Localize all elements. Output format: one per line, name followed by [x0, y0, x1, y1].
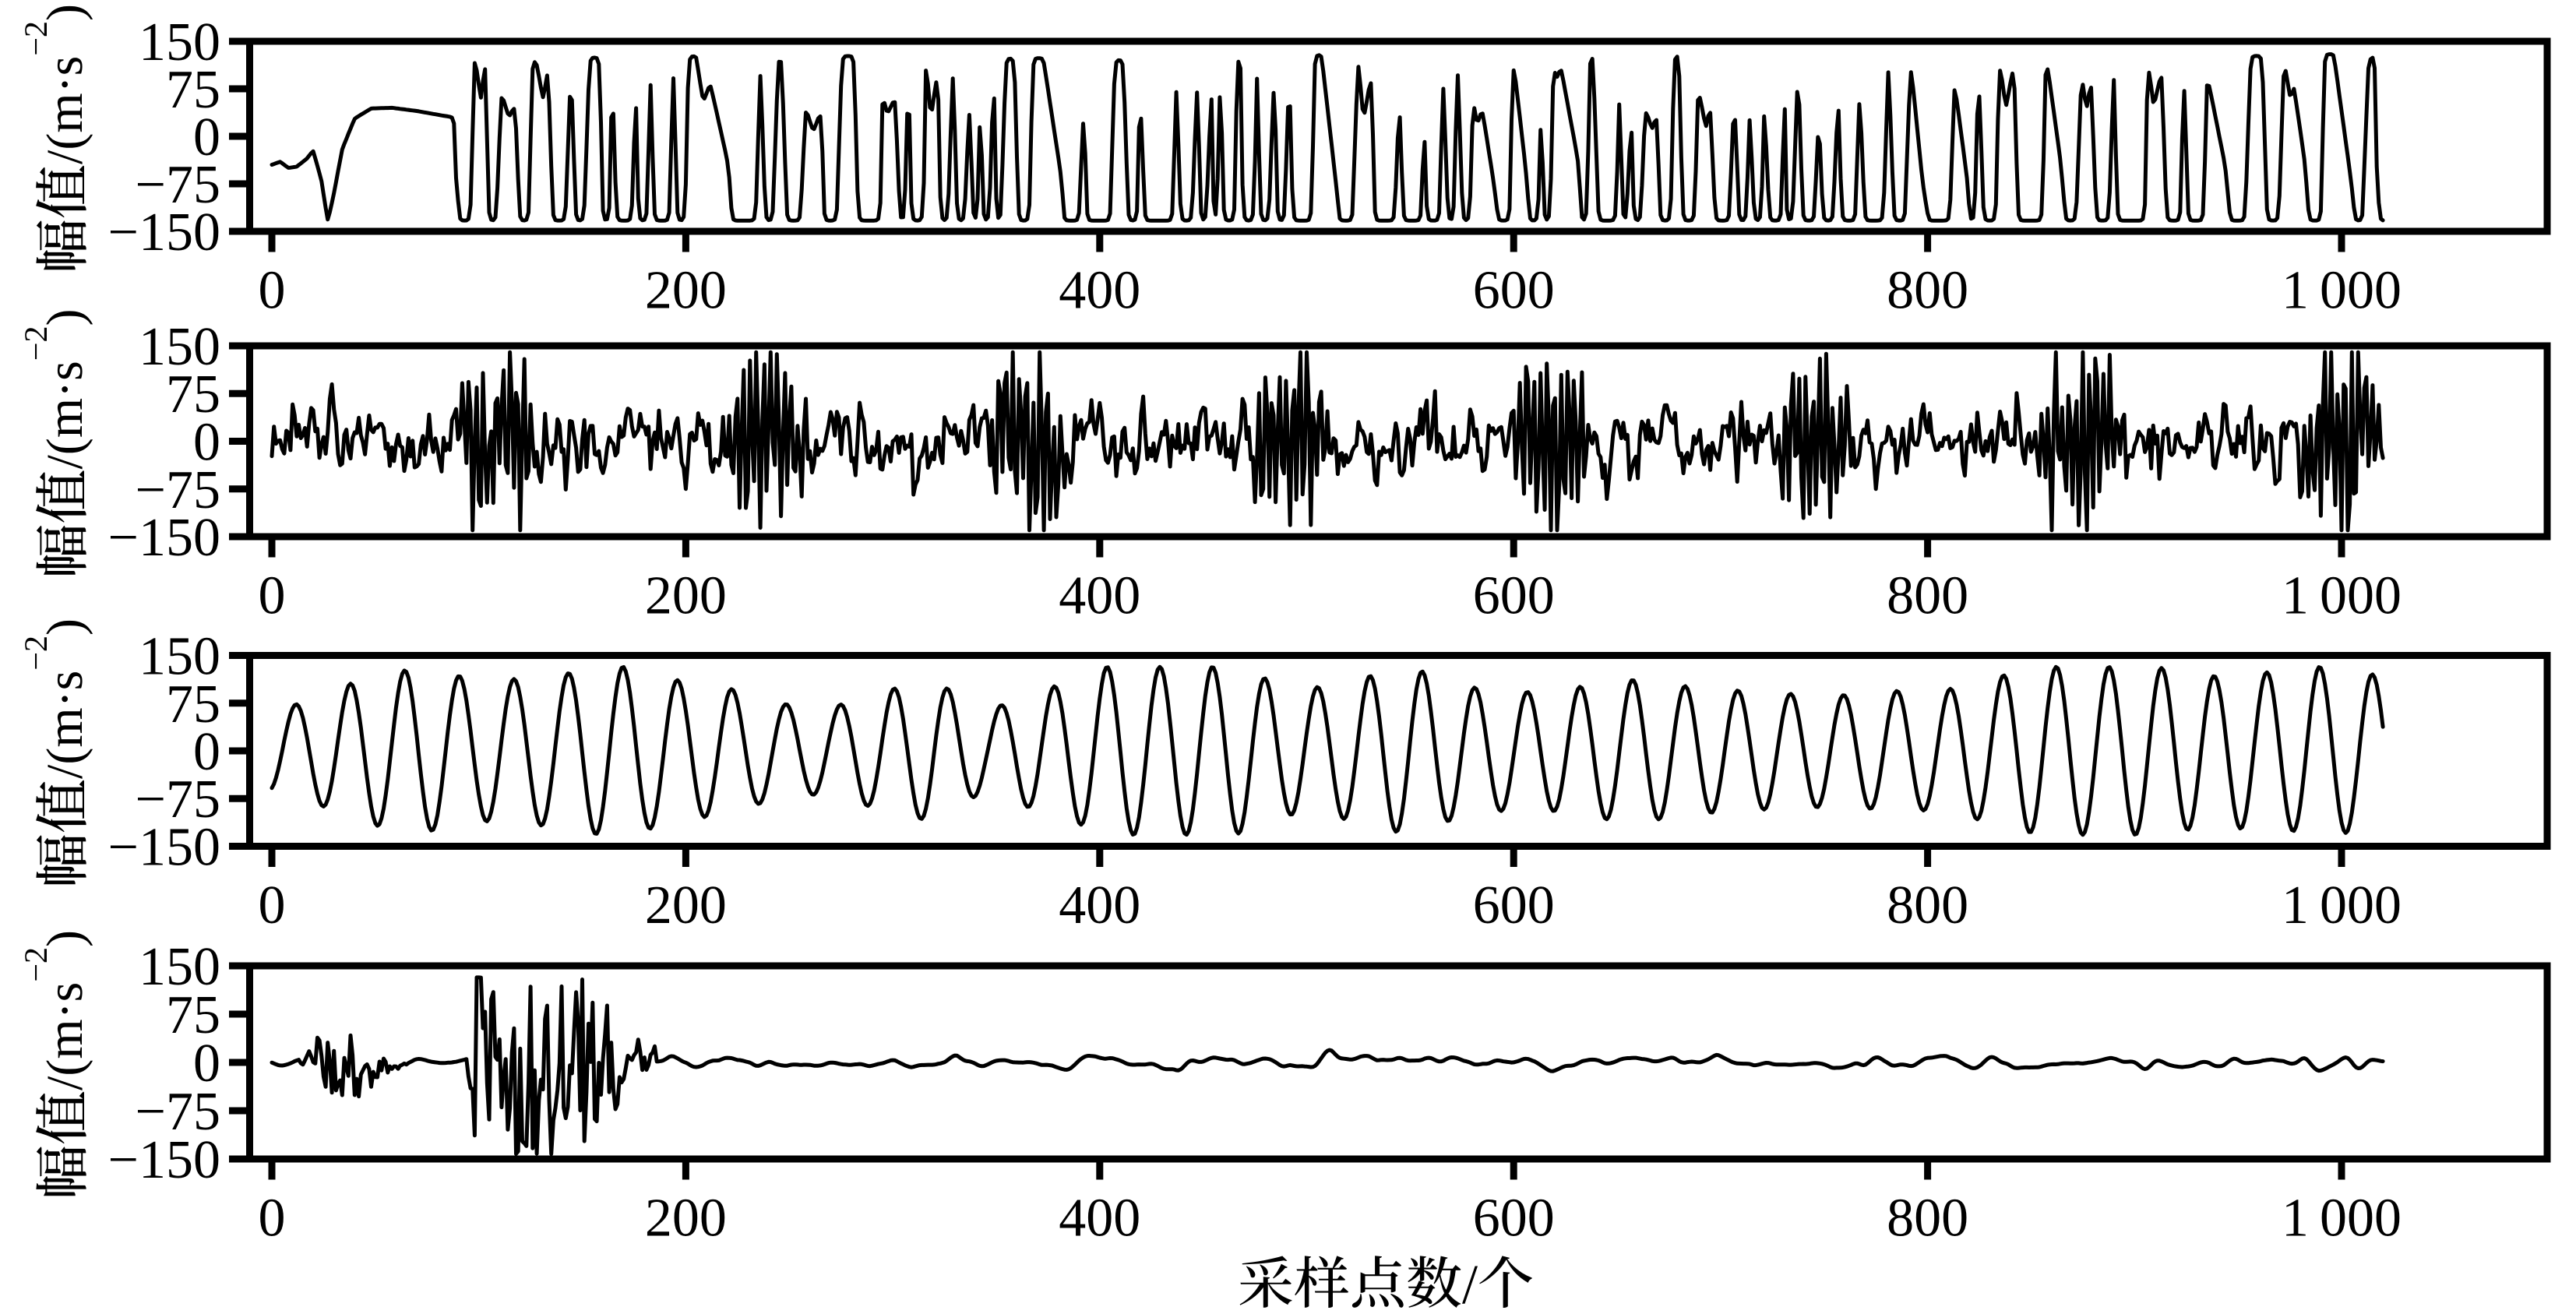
- svg-text:0: 0: [193, 413, 220, 473]
- svg-text:1 000: 1 000: [2282, 875, 2402, 935]
- svg-text:75: 75: [166, 985, 220, 1045]
- svg-text:1 000: 1 000: [2282, 261, 2402, 321]
- svg-text:400: 400: [1059, 261, 1140, 321]
- svg-text:−75: −75: [136, 460, 220, 520]
- svg-text:600: 600: [1473, 1189, 1555, 1249]
- svg-text:150: 150: [139, 627, 220, 687]
- svg-text:400: 400: [1059, 875, 1140, 935]
- svg-text:−150: −150: [108, 508, 220, 568]
- svg-text:−75: −75: [136, 155, 220, 215]
- svg-text:−150: −150: [108, 1130, 220, 1190]
- svg-text:200: 200: [645, 1189, 727, 1249]
- svg-text:150: 150: [139, 937, 220, 997]
- svg-text:0: 0: [259, 875, 286, 935]
- svg-text:−150: −150: [108, 818, 220, 878]
- svg-text:150: 150: [139, 12, 220, 72]
- svg-text:400: 400: [1059, 1189, 1140, 1249]
- svg-text:600: 600: [1473, 875, 1555, 935]
- svg-text:75: 75: [166, 60, 220, 120]
- svg-text:0: 0: [193, 722, 220, 782]
- svg-text:150: 150: [139, 317, 220, 377]
- svg-text:600: 600: [1473, 566, 1555, 626]
- svg-text:200: 200: [645, 261, 727, 321]
- svg-text:600: 600: [1473, 261, 1555, 321]
- svg-text:1 000: 1 000: [2282, 1189, 2402, 1249]
- svg-text:0: 0: [259, 1189, 286, 1249]
- svg-text:−75: −75: [136, 1082, 220, 1142]
- svg-text:800: 800: [1887, 875, 1968, 935]
- svg-text:75: 75: [166, 675, 220, 735]
- svg-text:800: 800: [1887, 566, 1968, 626]
- svg-text:0: 0: [259, 261, 286, 321]
- svg-text:1 000: 1 000: [2282, 566, 2402, 626]
- svg-text:800: 800: [1887, 261, 1968, 321]
- svg-text:0: 0: [193, 1034, 220, 1094]
- svg-text:0: 0: [193, 107, 220, 167]
- svg-text:800: 800: [1887, 1189, 1968, 1249]
- svg-text:0: 0: [259, 566, 286, 626]
- svg-text:75: 75: [166, 365, 220, 424]
- svg-text:−75: −75: [136, 770, 220, 830]
- svg-text:200: 200: [645, 875, 727, 935]
- svg-text:200: 200: [645, 566, 727, 626]
- svg-text:−150: −150: [108, 203, 220, 262]
- svg-text:400: 400: [1059, 566, 1140, 626]
